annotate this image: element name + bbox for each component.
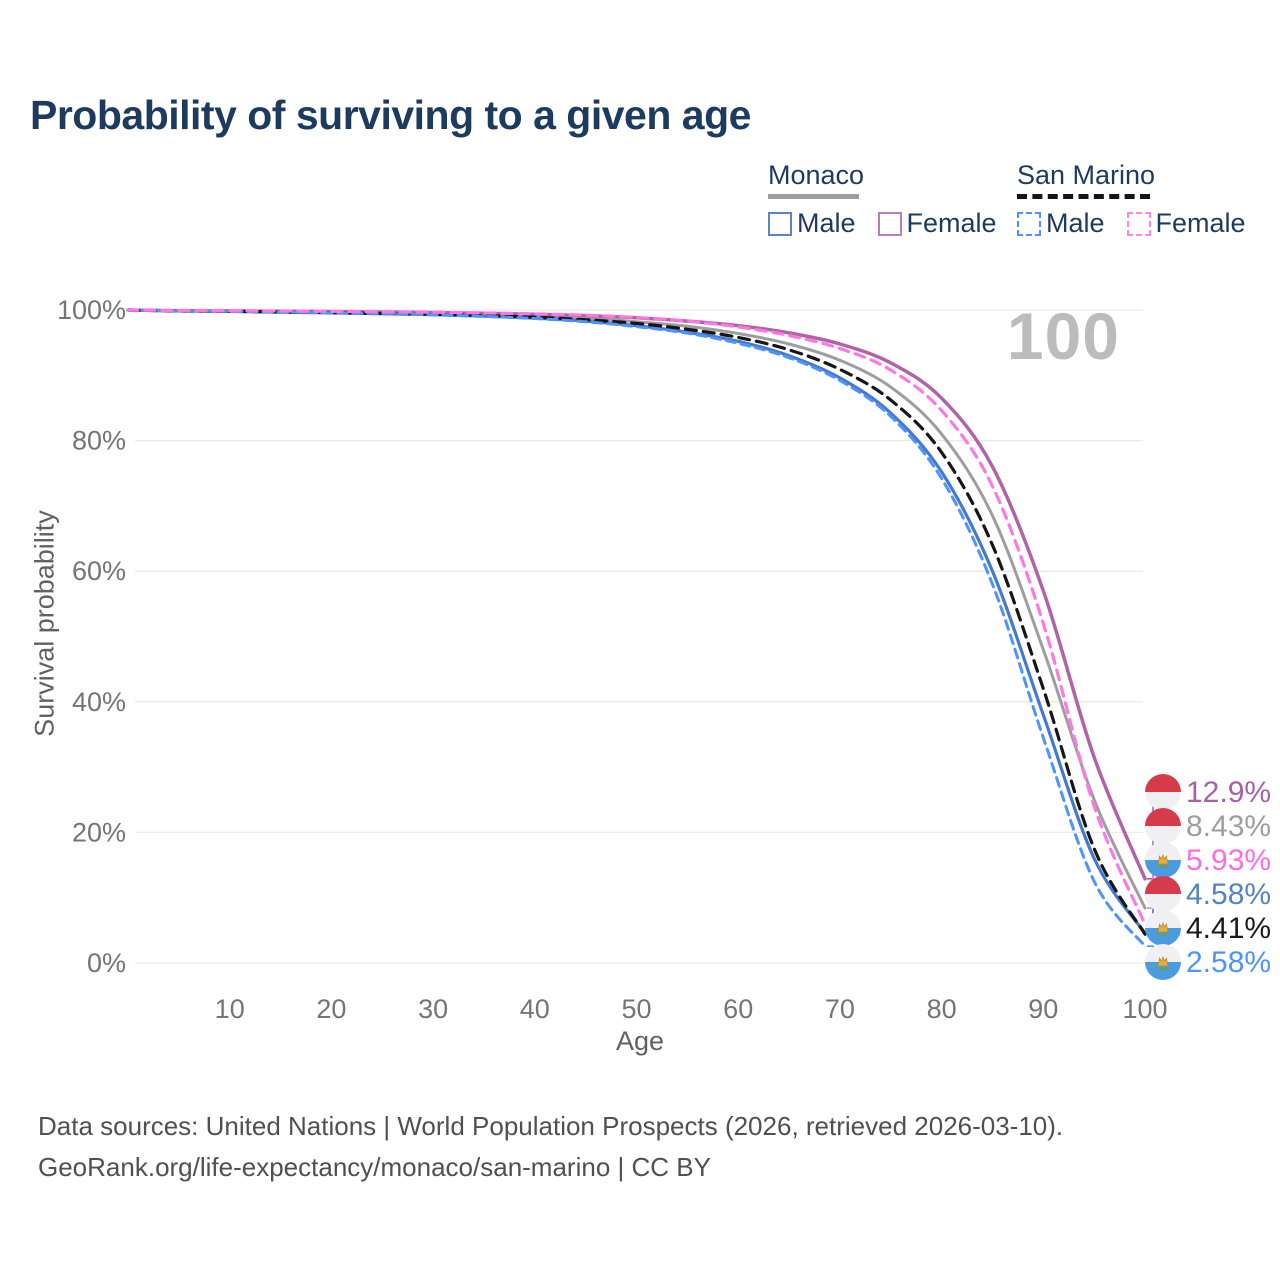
data-source-line: Data sources: United Nations | World Pop… xyxy=(38,1111,1064,1141)
flag-monaco-icon xyxy=(1145,808,1181,844)
x-tick-label: 80 xyxy=(927,994,957,1024)
series-line-monaco-both xyxy=(126,308,1147,910)
x-tick-label: 90 xyxy=(1028,994,1058,1024)
series-line-san-marino-male xyxy=(126,308,1147,948)
y-tick-label: 40% xyxy=(72,687,126,717)
monaco-female-swatch-icon xyxy=(877,211,902,236)
end-label-value: 4.58% xyxy=(1186,878,1271,911)
series-line-monaco-female xyxy=(126,308,1147,881)
flag-san-marino-icon xyxy=(1145,944,1181,980)
flag-monaco-icon xyxy=(1145,774,1181,810)
end-label-value: 2.58% xyxy=(1186,946,1271,979)
x-tick-label: 40 xyxy=(520,994,550,1024)
legend-item-monaco-male[interactable]: Male xyxy=(768,208,856,239)
san-marino-male-swatch-icon xyxy=(1017,211,1041,236)
y-tick-label: 0% xyxy=(87,948,126,978)
y-tick-label: 20% xyxy=(72,817,126,847)
x-tick-label: 30 xyxy=(418,994,448,1024)
legend-item-label: Female xyxy=(1155,208,1246,238)
legend-group-monaco: Monaco Male Female xyxy=(768,160,1019,239)
legend-item-san-marino-male[interactable]: Male xyxy=(1017,208,1105,239)
end-label-value: 4.41% xyxy=(1186,912,1271,945)
legend-item-label: Male xyxy=(797,208,856,238)
legend-item-label: Male xyxy=(1046,208,1105,238)
monaco-male-swatch-icon xyxy=(768,211,792,236)
y-tick-label: 60% xyxy=(72,556,126,586)
flag-monaco-icon xyxy=(1145,876,1181,912)
x-axis-title: Age xyxy=(615,1026,665,1056)
end-label-value: 5.93% xyxy=(1186,844,1271,877)
legend-monaco-underline xyxy=(768,194,859,199)
footer: Data sources: United Nations | World Pop… xyxy=(38,1106,1063,1188)
x-tick-label: 60 xyxy=(723,994,753,1024)
y-tick-label: 80% xyxy=(72,426,126,456)
legend-group-title: San Marino xyxy=(1017,160,1156,190)
end-label-value: 8.43% xyxy=(1186,810,1271,843)
flag-san-marino-icon xyxy=(1145,842,1181,878)
series-line-san-marino-female xyxy=(126,308,1147,926)
san-marino-female-swatch-icon xyxy=(1126,211,1151,236)
legend-item-label: Female xyxy=(906,208,997,238)
age-watermark: 100 xyxy=(1006,299,1120,373)
legend-item-san-marino-female[interactable]: Female xyxy=(1126,208,1246,239)
y-axis-title: Survival probability xyxy=(29,510,60,737)
legend-item-monaco-female[interactable]: Female xyxy=(877,208,997,239)
legend-group-san-marino: San Marino Male Female xyxy=(1017,160,1268,239)
x-tick-label: 100 xyxy=(1122,994,1167,1024)
legend-san-marino-underline xyxy=(1017,194,1150,199)
page-title: Probability of surviving to a given age xyxy=(30,92,751,138)
attribution-line: GeoRank.org/life-expectancy/monaco/san-m… xyxy=(38,1152,711,1182)
end-label-value: 12.9% xyxy=(1186,776,1271,809)
legend-group-title: Monaco xyxy=(768,160,865,190)
x-tick-label: 70 xyxy=(825,994,855,1024)
x-tick-label: 50 xyxy=(621,994,651,1024)
series-line-monaco-male xyxy=(126,308,1147,935)
x-tick-label: 10 xyxy=(215,994,245,1024)
flag-san-marino-icon xyxy=(1145,910,1181,946)
y-tick-label: 100% xyxy=(57,295,126,325)
series-line-san-marino-both xyxy=(126,308,1147,936)
x-tick-label: 20 xyxy=(316,994,346,1024)
